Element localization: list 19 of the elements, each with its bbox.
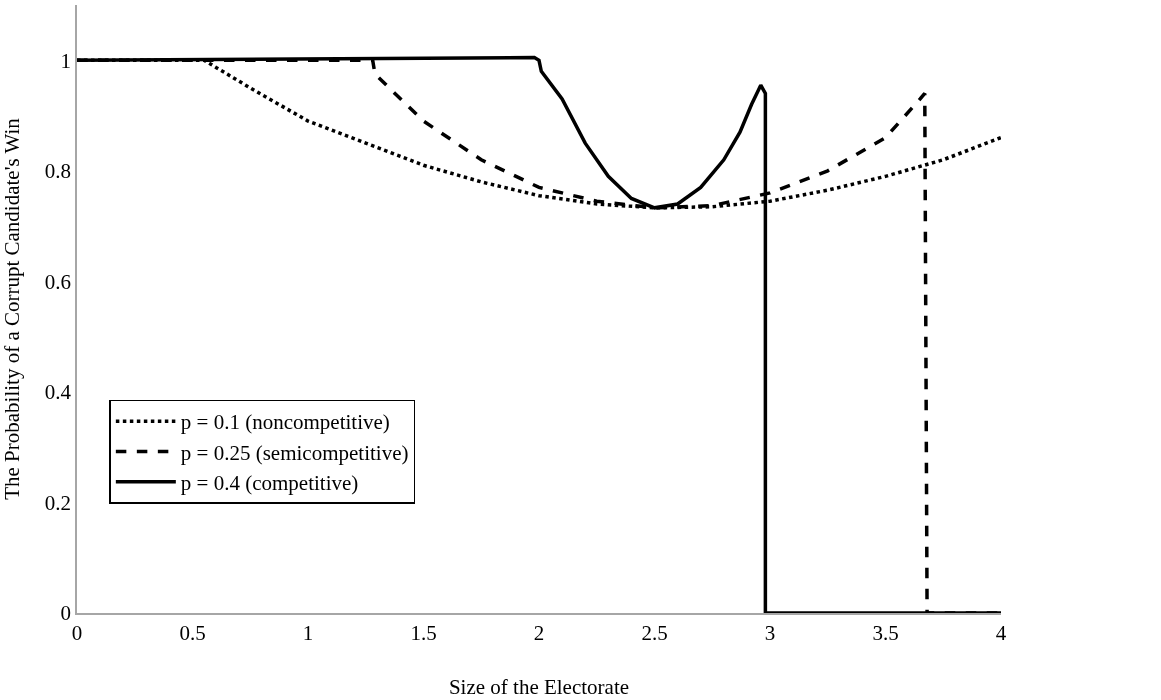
x-tick-label: 1.5 [410,620,437,645]
x-tick-label: 2 [533,620,545,645]
legend-label: p = 0.1 (noncompetitive) [180,410,390,435]
x-tick-label: 1 [302,620,314,645]
y-tick-label: 0.2 [44,490,72,515]
x-tick-label: 4 [995,620,1007,645]
y-tick-label: 1 [60,48,72,73]
x-tick-label: 3.5 [872,620,899,645]
x-tick-label: 3 [764,620,776,645]
x-tick-label: 2.5 [641,620,668,645]
legend-label: p = 0.25 (semicompetitive) [180,440,409,465]
y-tick-label: 0 [60,601,72,626]
x-axis-title: Size of the Electorate [448,674,630,699]
legend-label: p = 0.4 (competitive) [180,471,359,495]
y-tick-label: 0.6 [44,269,72,294]
y-axis-title: The Probability of a Corrupt Candidate's Win [0,117,24,500]
y-tick-label: 0.4 [44,380,72,405]
x-tick-label: 0.5 [179,620,206,645]
y-tick-label: 0.8 [44,159,72,184]
